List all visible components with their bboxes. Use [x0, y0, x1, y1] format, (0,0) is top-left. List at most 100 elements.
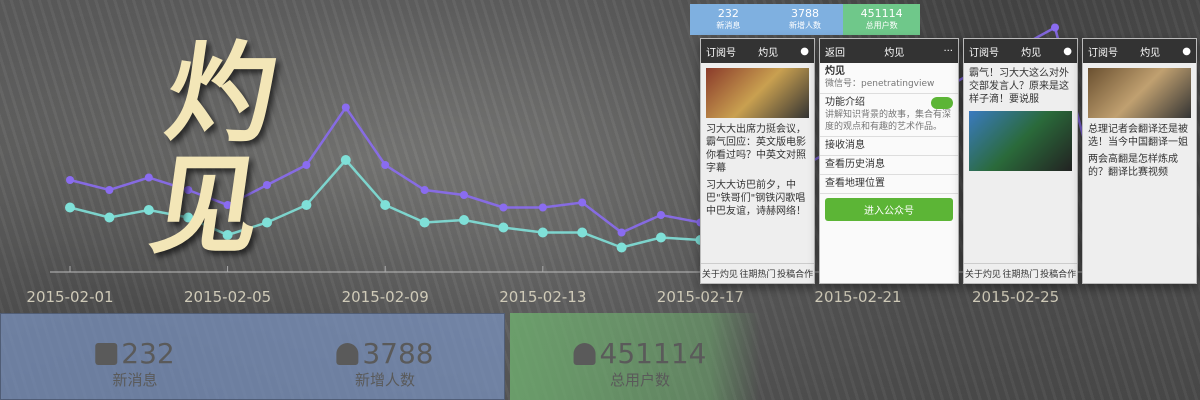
- back-button[interactable]: 订阅号: [1088, 47, 1118, 59]
- mini-stat-label: 新增人数: [789, 20, 821, 30]
- user-icon[interactable]: ●: [1182, 45, 1191, 57]
- article-image[interactable]: [706, 68, 809, 118]
- data-point-1: [498, 222, 509, 233]
- data-point-0: [66, 176, 74, 184]
- menu-hot[interactable]: 往期热门: [739, 270, 776, 280]
- user-icon[interactable]: ●: [800, 45, 809, 57]
- series-line-0: [69, 25, 1135, 234]
- stat-value: 451114: [599, 337, 707, 370]
- mini-stats-bar: 232 新消息 3788 新增人数 451114 总用户数: [690, 4, 921, 35]
- data-point-0: [1051, 23, 1059, 32]
- account-id: 微信号：penetratingview: [825, 79, 935, 89]
- data-point-0: [381, 161, 390, 169]
- menu-submit[interactable]: 投稿合作: [1040, 270, 1077, 280]
- x-tick-label: 2015-02-09: [341, 288, 429, 306]
- data-point-1: [65, 202, 75, 213]
- receive-toggle[interactable]: [931, 97, 953, 109]
- x-tick-label: 2015-02-05: [184, 288, 272, 306]
- phone-title: 灼见: [1140, 47, 1161, 59]
- article-image[interactable]: [969, 111, 1072, 171]
- logo-char: 灼: [159, 31, 285, 157]
- x-tick-label: 2015-02-25: [972, 288, 1060, 306]
- x-tick-label: 2015-02-13: [499, 288, 587, 306]
- x-tick-label: 2015-02-17: [656, 288, 744, 306]
- phone-title: 灼见: [1021, 47, 1042, 59]
- data-point-1: [340, 155, 351, 165]
- intro-label: 功能介绍: [825, 97, 865, 108]
- mini-stat-value: 3788: [791, 6, 819, 20]
- phone-title: 灼见: [884, 47, 905, 59]
- article-image[interactable]: [1088, 68, 1191, 118]
- chat-icon: [95, 343, 118, 365]
- data-point-0: [617, 228, 626, 237]
- article-headline[interactable]: 总理记者会翻译还是被选！当今中国翻译一姐: [1088, 124, 1188, 148]
- data-point-1: [616, 242, 627, 253]
- data-point-1: [656, 232, 666, 243]
- menu-submit[interactable]: 投稿合作: [777, 270, 814, 280]
- data-point-1: [419, 217, 430, 228]
- stat-value: 232: [121, 337, 175, 370]
- data-point-0: [499, 203, 508, 212]
- mini-stat-value: 232: [717, 6, 739, 20]
- menu-hot[interactable]: 往期热门: [1002, 270, 1039, 280]
- view-location[interactable]: 查看地理位置: [820, 175, 958, 194]
- data-point-0: [657, 211, 665, 219]
- logo-char: 见: [143, 143, 269, 269]
- mini-stat-value: 451114: [860, 6, 903, 20]
- back-button[interactable]: 返回: [825, 47, 845, 59]
- mini-stat-label: 总用户数: [865, 20, 898, 30]
- stat-label: 新增人数: [354, 371, 416, 389]
- stat-new-users: 3788 新增人数: [336, 338, 434, 390]
- article-item[interactable]: 习大大访巴前夕，中巴"铁哥们"钢铁闪歌唱中巴友谊，诗赫网络！: [706, 180, 806, 217]
- users-icon: [573, 343, 596, 365]
- enter-account-button[interactable]: 进入公众号: [825, 198, 953, 221]
- back-button[interactable]: 订阅号: [969, 47, 999, 59]
- menu-about[interactable]: 关于灼见: [701, 270, 738, 280]
- article-headline[interactable]: 习大大出席力挺会议，霸气回应：英文版电影你看过吗？中英文对照字幕: [706, 124, 806, 174]
- data-point-1: [537, 227, 548, 238]
- account-name: 灼见: [825, 66, 845, 77]
- stat-label: 总用户数: [609, 371, 671, 389]
- back-button[interactable]: 订阅号: [706, 47, 736, 59]
- more-icon[interactable]: ···: [943, 45, 953, 57]
- stats-panel-blue: [0, 313, 505, 400]
- data-point-1: [104, 212, 115, 223]
- stat-new-messages: 232 新消息: [95, 337, 175, 390]
- data-point-0: [538, 203, 547, 212]
- x-tick-label: 2015-02-21: [814, 288, 902, 306]
- receive-messages[interactable]: 接收消息: [820, 137, 958, 156]
- stats-panel-green: [510, 313, 760, 400]
- data-point-0: [223, 201, 232, 209]
- article-headline[interactable]: 霸气！习大大这么对外交部发言人？原来是这样子滴！要说服: [969, 68, 1069, 105]
- phone-title: 灼见: [758, 47, 779, 59]
- article-item[interactable]: 两会高翻是怎样炼成的？翻译比赛视频: [1088, 154, 1178, 178]
- phone-news: 订阅号 灼见 ● 总理记者会翻译还是被选！当今中国翻译一姐 两会高翻是怎样炼成的？翻…: [1082, 38, 1197, 284]
- user-icon: [336, 343, 359, 365]
- data-point-0: [184, 186, 193, 194]
- mini-stat-label: 新消息: [716, 20, 741, 30]
- intro-text: 讲解知识背景的故事，集合有深度的观点和有趣的艺术作品。: [825, 110, 952, 132]
- data-point-0: [578, 198, 587, 207]
- data-point-0: [341, 103, 350, 112]
- menu-about[interactable]: 关于灼见: [964, 270, 1001, 280]
- data-point-0: [420, 186, 429, 194]
- stat-label: 新消息: [112, 371, 158, 389]
- view-history[interactable]: 查看历史消息: [820, 156, 958, 175]
- data-point-0: [144, 173, 153, 182]
- user-icon[interactable]: ●: [1063, 45, 1072, 57]
- stat-total-users: 451114 总用户数: [573, 337, 707, 390]
- data-point-0: [460, 191, 468, 199]
- x-tick-label: 2015-02-01: [26, 288, 114, 306]
- data-point-1: [301, 200, 312, 210]
- data-point-0: [105, 186, 114, 194]
- data-point-1: [577, 227, 588, 238]
- data-point-0: [263, 181, 271, 189]
- phone-article-list: 订阅号 灼见 ● 习大大出席力挺会议，霸气回应：英文版电影你看过吗？中英文对照字幕 …: [700, 38, 815, 284]
- data-point-1: [183, 212, 194, 223]
- data-point-1: [222, 230, 233, 240]
- phone-profile: 返回 灼见 ··· 灼见 微信号：penetratingview 功能介绍 讲解知识背景…: [819, 38, 959, 284]
- data-point-1: [459, 215, 469, 225]
- data-point-1: [380, 200, 391, 210]
- data-point-1: [262, 217, 272, 228]
